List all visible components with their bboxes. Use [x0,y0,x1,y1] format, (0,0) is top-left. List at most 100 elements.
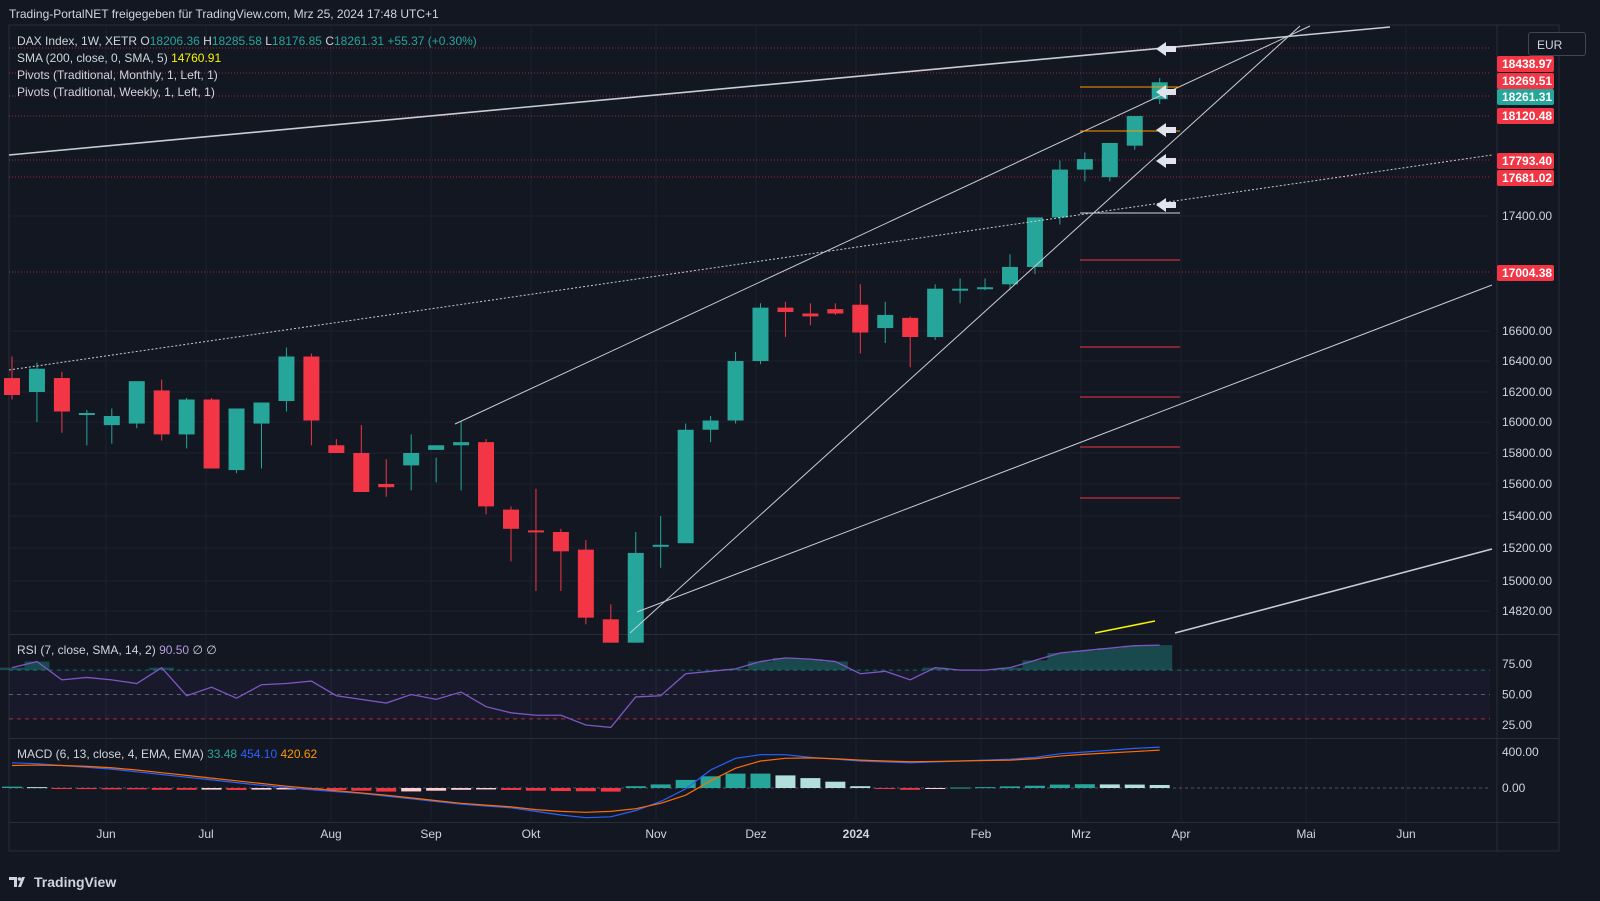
macd-histogram-bar [501,788,521,790]
macd-signal-value: 420.62 [280,747,318,761]
macd-histogram-bar [176,788,197,790]
y-tick-label: 15600.00 [1502,477,1552,491]
macd-histogram-bar [725,773,746,788]
macd-histogram-bar [925,788,946,789]
macd-histogram-bar [326,788,347,790]
x-tick-label: Aug [320,827,341,841]
macd-histogram-bar [1149,784,1170,788]
y-tick-label: 16600.00 [1502,324,1552,338]
macd-histogram-bar [700,776,721,788]
symbol-legend[interactable]: DAX Index, 1W, XETR O18206.36 H18285.58 … [17,34,477,48]
y-tick-label: 16400.00 [1502,354,1552,368]
macd-legend[interactable]: MACD (6, 13, close, 4, EMA, EMA) 33.48 4… [17,747,317,761]
macd-histogram-bar [650,784,671,788]
macd-histogram-bar [625,786,646,788]
candle-body [1026,217,1043,267]
candle-body [652,544,669,547]
candle-body [478,442,495,507]
sma-legend[interactable]: SMA (200, close, 0, SMA, 5) 14760.91 [17,51,221,65]
price-tag-label: 17793.40 [1502,154,1552,168]
sma-line [1094,620,1156,634]
macd-tick-label: 0.00 [1502,781,1526,795]
x-tick-label: Feb [971,827,992,841]
y-tick-label: 17400.00 [1502,209,1552,223]
x-tick-label: Jun [96,827,115,841]
macd-tick-label: 400.00 [1502,745,1539,759]
macd-histogram-bar [101,788,122,790]
rsi-legend[interactable]: RSI (7, close, SMA, 14, 2) 90.50 ∅ ∅ [17,643,217,657]
candle-body [403,453,420,466]
sma-label: SMA (200, close, 0, SMA, 5) [17,51,168,65]
macd-histogram-bar [1000,786,1020,788]
arrow-icon [1156,42,1176,56]
macd-histogram-bar [426,788,447,791]
macd-histogram-bar [575,788,596,792]
currency-button[interactable]: EUR [1528,32,1586,56]
rsi-label: RSI (7, close, SMA, 14, 2) [17,643,156,657]
pivots-monthly-legend[interactable]: Pivots (Traditional, Monthly, 1, Left, 1… [17,68,218,82]
candle-body [952,288,969,291]
arrow-icon [1156,198,1176,212]
macd-histogram-bar [351,788,372,791]
macd-signal-line [11,749,1160,813]
macd-histogram-bar [525,788,546,791]
high-label: H [203,34,212,48]
candle-body [78,413,95,415]
macd-histogram-bar [550,788,571,792]
candle-body [53,378,70,412]
pivots-weekly-legend[interactable]: Pivots (Traditional, Weekly, 1, Left, 1) [17,85,215,99]
rsi-extra: ∅ ∅ [192,643,217,657]
y-tick-label: 15200.00 [1502,541,1552,555]
price-tag [1497,153,1554,169]
candle-body [178,399,195,435]
macd-histogram-bar [126,788,147,790]
candle-body [527,530,544,533]
macd-histogram-bar [2,786,22,788]
high-value: 18285.58 [211,34,262,48]
rsi-tick-label: 75.00 [1502,657,1532,671]
y-tick-label: 16200.00 [1502,385,1552,399]
trendline [629,25,1301,634]
candle-body [977,287,994,290]
price-tag [1497,89,1554,105]
plot-border [8,24,1560,852]
candle-body [1051,169,1068,218]
macd-histogram-bar [251,788,272,790]
brand-label: TradingView [34,874,117,890]
x-tick-label: Dez [745,827,766,841]
price-tag [1497,56,1554,72]
trendline [8,154,1493,371]
price-tag-label: 17004.38 [1502,266,1552,280]
candle-body [927,288,944,337]
candle-body [552,532,569,552]
low-value: 18176.85 [271,34,322,48]
tradingview-logo-icon [9,877,25,887]
price-tag-label: 18438.97 [1502,57,1552,71]
arrow-icon [1156,154,1176,168]
tradingview-brand[interactable]: TradingView [9,874,116,890]
candle-body [103,416,120,426]
x-tick-label: Jul [198,827,213,841]
candle-body [602,619,619,643]
macd-histogram-bar [401,788,422,792]
macd-histogram-bar [1099,784,1120,788]
candle-body [4,378,20,395]
price-tag-label: 18269.51 [1502,74,1552,88]
rsi-value: 90.50 [159,643,190,657]
x-tick-label: 2024 [843,827,870,841]
candle-body [1076,159,1093,170]
x-tick-label: Jun [1396,827,1415,841]
trendline [454,25,1311,425]
macd-histogram-bar [1124,784,1145,788]
rsi-line [11,644,1160,729]
candle-body [328,445,345,453]
macd-histogram-bar [975,787,996,789]
candle-body [702,420,719,430]
rsi-overbought-fill [0,645,1173,671]
arrow-icon [1156,123,1176,137]
change-value: +55.37 (+0.30%) [387,34,477,48]
macd-histogram-bar [750,773,771,788]
y-tick-label: 16000.00 [1502,415,1552,429]
candle-body [752,307,769,361]
